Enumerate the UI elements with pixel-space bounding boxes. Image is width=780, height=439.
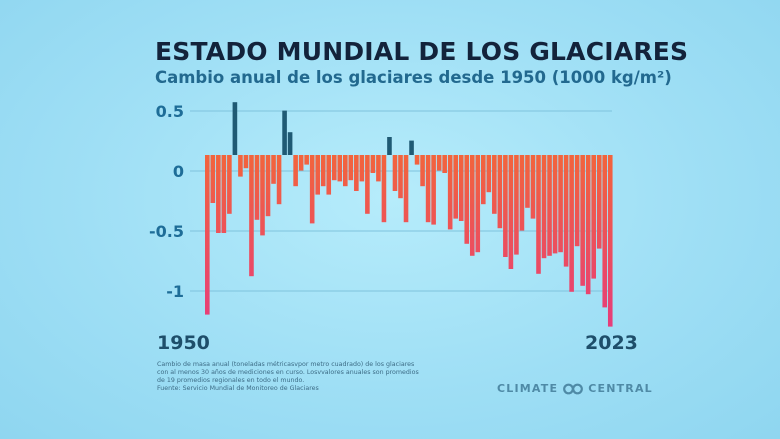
bar-2012 [547, 155, 552, 256]
bar-2017 [574, 155, 580, 247]
bar-1978 [359, 155, 365, 182]
bar-1954 [227, 155, 232, 214]
bar-1997 [464, 155, 470, 244]
y-tick-label: -0.5 [149, 222, 184, 241]
footnote-description: Cambio de masa anual (toneladas métricas… [157, 361, 419, 384]
chart-subtitle: Cambio anual de los glaciares desde 1950… [155, 68, 672, 87]
bar-2008 [525, 155, 530, 208]
bar-2007 [519, 155, 525, 231]
bar-2011 [541, 155, 547, 259]
y-tick-label: 0.5 [156, 102, 184, 121]
bar-2000 [481, 155, 486, 205]
bar-2006 [514, 155, 519, 255]
bar-1965 [287, 132, 293, 155]
bar-1976 [348, 155, 354, 181]
bar-1969 [309, 155, 315, 224]
bar-2018 [580, 155, 585, 286]
bar-1989 [420, 155, 425, 187]
footnote: Cambio de masa anual (toneladas métricas… [157, 361, 427, 393]
bar-1987 [409, 140, 414, 155]
x-end-label: 2023 [585, 332, 638, 354]
bar-1981 [376, 155, 381, 182]
logo-text-right: CENTRAL [588, 382, 653, 395]
bar-1983 [387, 137, 392, 155]
bar-1993 [442, 155, 447, 173]
bar-1963 [276, 155, 282, 205]
logo-text-left: CLIMATE [497, 382, 559, 395]
bar-1958 [249, 155, 254, 277]
bar-1964 [282, 110, 287, 155]
bar-2009 [530, 155, 536, 219]
bar-1952 [216, 155, 221, 233]
x-start-label: 1950 [157, 332, 210, 354]
bar-1961 [265, 155, 271, 217]
footnote-source: Fuente: Servicio Mundial de Monitoreo de… [157, 385, 319, 392]
bar-1971 [320, 155, 326, 187]
bar-1982 [381, 155, 387, 223]
bar-1980 [370, 155, 376, 173]
bar-2003 [497, 155, 503, 229]
bar-1967 [298, 155, 304, 171]
bar-2005 [508, 155, 514, 269]
bar-2014 [558, 155, 563, 253]
bar-1966 [293, 155, 298, 187]
bar-1994 [447, 155, 453, 230]
bar-1985 [398, 155, 403, 199]
bar-2023 [607, 155, 613, 327]
bar-2020 [591, 155, 596, 279]
bar-1955 [232, 102, 238, 155]
bar-1990 [425, 155, 431, 223]
bar-1984 [392, 155, 398, 191]
bar-1973 [331, 155, 337, 181]
bar-1975 [343, 155, 348, 187]
infinity-link-icon [563, 383, 584, 394]
bar-1998 [469, 155, 475, 256]
bar-2010 [536, 155, 541, 274]
bar-1995 [453, 155, 458, 219]
bar-2022 [602, 155, 608, 308]
bar-1950 [205, 155, 210, 315]
bar-1974 [337, 155, 343, 182]
bar-2021 [596, 155, 602, 249]
bar-1996 [458, 155, 464, 221]
bar-1977 [354, 155, 359, 191]
bar-2015 [563, 155, 569, 267]
bar-1951 [210, 155, 216, 203]
climate-central-logo: CLIMATE CENTRAL [497, 382, 653, 395]
bar-1988 [414, 155, 420, 165]
bar-2019 [585, 155, 591, 295]
bar-2004 [503, 155, 508, 257]
bar-1959 [254, 155, 260, 220]
bar-1970 [315, 155, 320, 195]
bar-1979 [365, 155, 370, 214]
bar-2001 [486, 155, 492, 193]
bar-1972 [326, 155, 332, 195]
bar-1960 [260, 155, 265, 236]
bar-1992 [436, 155, 442, 171]
bar-1953 [221, 155, 227, 233]
y-tick-label: -1 [166, 282, 184, 301]
bar-2002 [492, 155, 497, 214]
bar-1999 [475, 155, 481, 253]
chart-title: ESTADO MUNDIAL DE LOS GLACIARES [155, 37, 689, 66]
bar-1957 [243, 155, 249, 169]
bar-1991 [431, 155, 436, 225]
bar-2016 [569, 155, 574, 292]
y-tick-label: 0 [173, 162, 184, 181]
bar-1968 [304, 155, 309, 165]
bar-1956 [238, 155, 243, 177]
bar-1962 [271, 155, 276, 184]
bar-2013 [552, 155, 558, 254]
bar-1986 [403, 155, 409, 223]
